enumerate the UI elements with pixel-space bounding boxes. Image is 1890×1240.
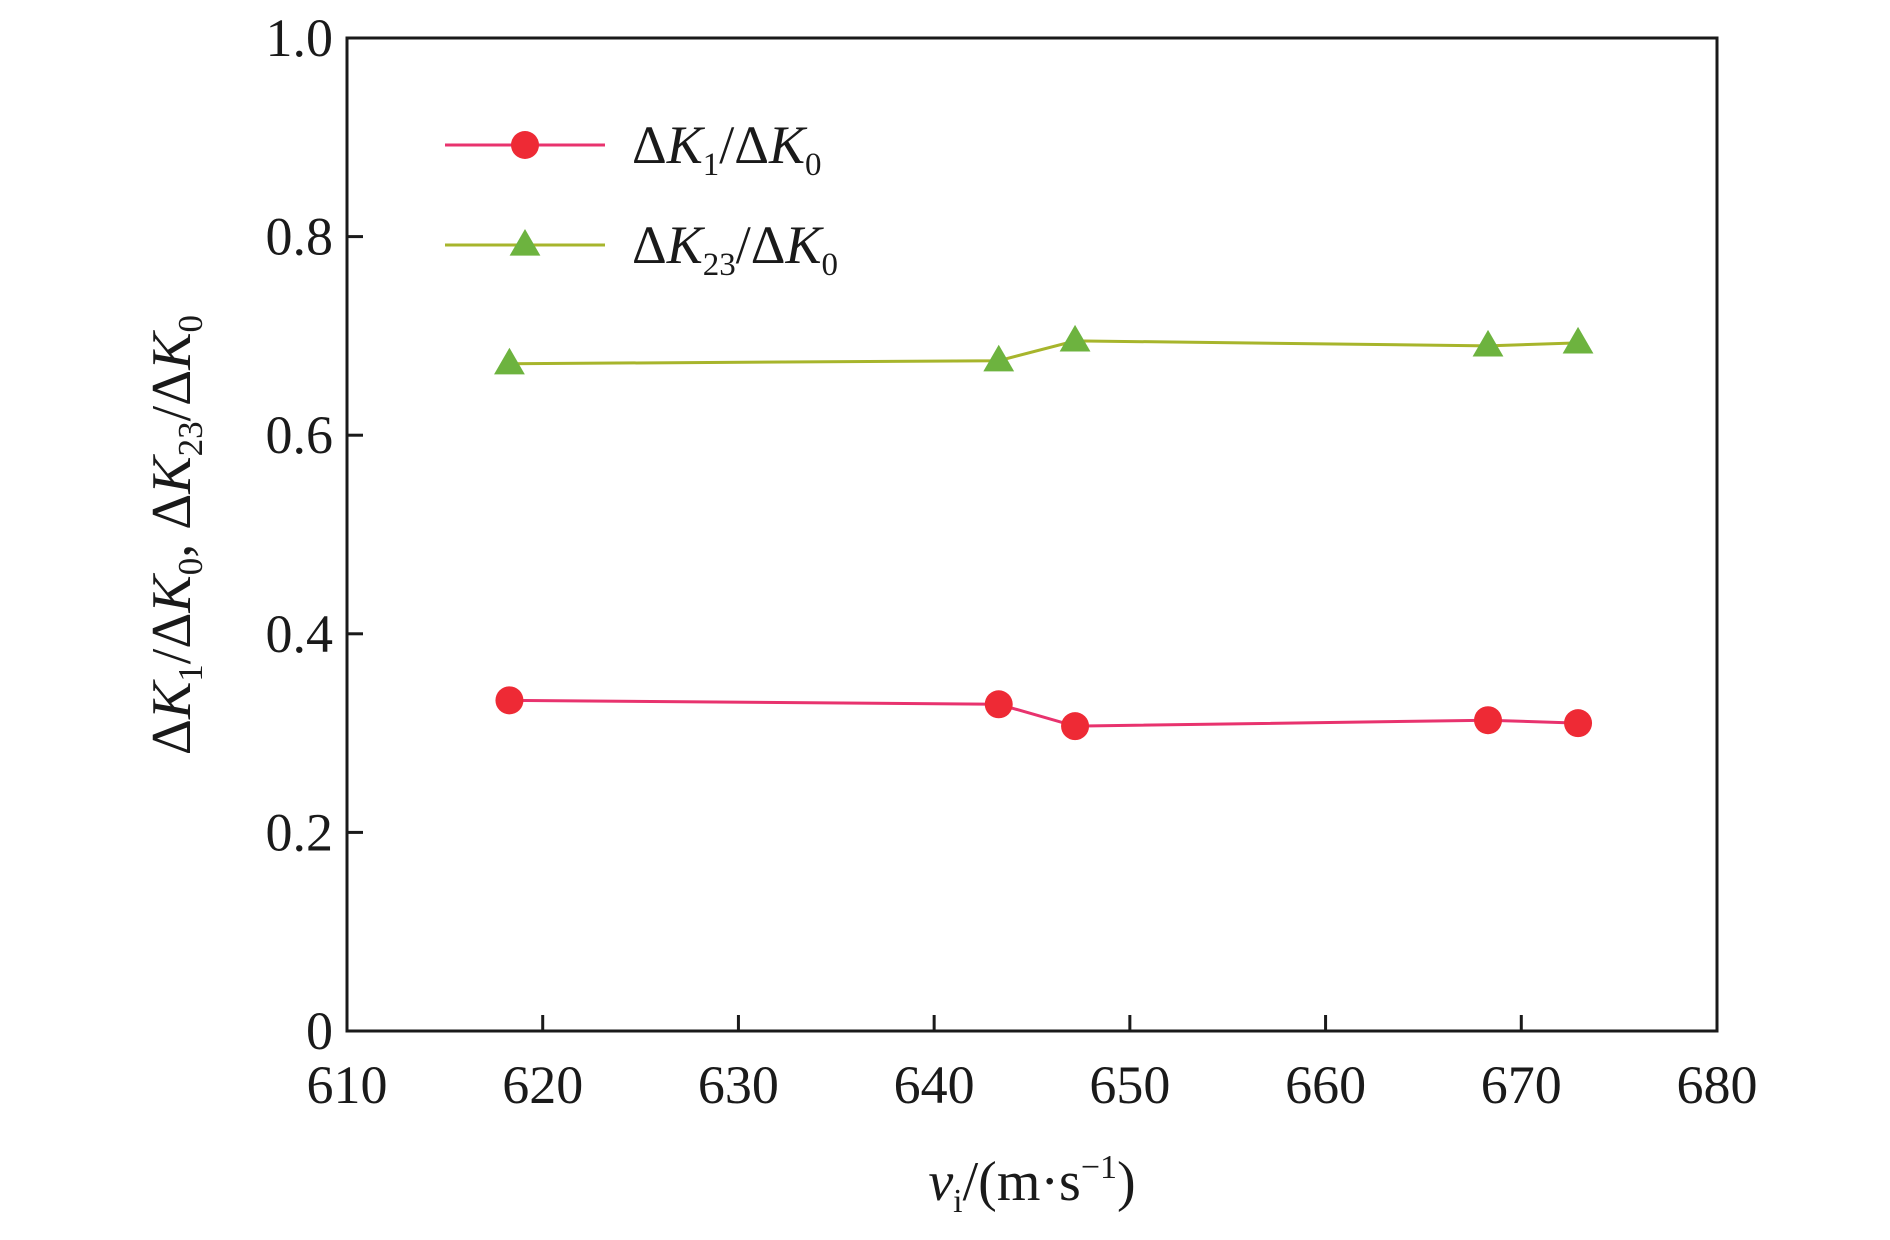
italic-symbol: K [141,679,203,720]
text-part: /Δ [736,215,786,275]
legend-item: ΔK23/ΔK0 [445,215,838,283]
data-point [984,690,1013,719]
text-part: , Δ [141,494,203,558]
legend-marker [509,229,541,256]
italic-symbol: K [666,215,706,275]
italic-symbol: K [666,115,706,175]
data-point [1059,324,1091,352]
y-tick-label: 1.0 [266,8,334,68]
y-tick-label: 0.8 [266,207,334,267]
subscript: 1 [703,147,720,183]
legend-item: ΔK1/ΔK0 [445,115,822,183]
y-tick-label: 0 [306,1001,333,1061]
x-tick-label: 680 [1677,1055,1758,1115]
x-tick-label: 610 [307,1055,388,1115]
y-tick-label: 0.4 [266,604,334,664]
legend-label: ΔK23/ΔK0 [632,215,838,283]
x-label-unit: /(m·s [963,1151,1081,1213]
subscript: 1 [171,664,210,682]
data-point [1564,709,1593,738]
data-point [1061,712,1090,741]
subscript: 23 [703,247,736,283]
x-axis-ticks: 610 620 630 640 650 660 670 680 [307,1015,1758,1115]
data-point [983,344,1015,372]
series-line [509,339,1579,366]
text-part: /Δ [719,115,769,175]
x-tick-label: 660 [1285,1055,1366,1115]
italic-symbol: K [141,573,203,614]
legend-label: ΔK1/ΔK0 [632,115,822,183]
italic-symbol: K [768,115,808,175]
series-layer [494,324,1594,741]
series-0 [495,686,1593,741]
text-part: Δ [632,115,667,175]
x-label-symbol: v [928,1151,953,1213]
data-point [1474,706,1503,735]
plot-frame [345,36,1719,1033]
legend-marker [511,131,539,159]
data-point [494,347,525,375]
text-part: Δ [141,719,203,755]
x-tick-label: 670 [1481,1055,1562,1115]
text-part: Δ [632,215,667,275]
x-label-subscript: i [953,1183,962,1220]
subscript: 23 [171,421,210,456]
data-point [1472,329,1504,357]
text-part: /Δ [141,613,203,665]
x-tick-label: 640 [894,1055,975,1115]
data-point [495,686,524,715]
x-label-superscript: −1 [1081,1149,1117,1186]
subscript: 0 [805,147,822,183]
data-point [1562,326,1594,354]
x-tick-label: 620 [502,1055,583,1115]
italic-symbol: K [141,454,203,495]
italic-symbol: K [141,330,203,371]
subscript: 0 [822,247,839,283]
subscript: 0 [171,558,210,576]
series-line [509,698,1579,728]
y-axis-ticks: 0 0.2 0.4 0.6 0.8 1.0 [266,8,363,1061]
y-axis-label: ΔK1/ΔK0, ΔK23/ΔK0 [141,315,210,755]
italic-symbol: K [785,215,825,275]
subscript: 0 [171,315,210,333]
y-tick-label: 0.2 [266,802,334,862]
x-tick-label: 650 [1089,1055,1170,1115]
x-axis-label: vi/(m·s−1) [928,1149,1135,1220]
y-tick-label: 0.6 [266,405,334,465]
series-1 [494,324,1594,375]
text-part: /Δ [141,370,203,422]
x-tick-label: 630 [698,1055,779,1115]
x-label-unit-close: ) [1117,1151,1136,1213]
